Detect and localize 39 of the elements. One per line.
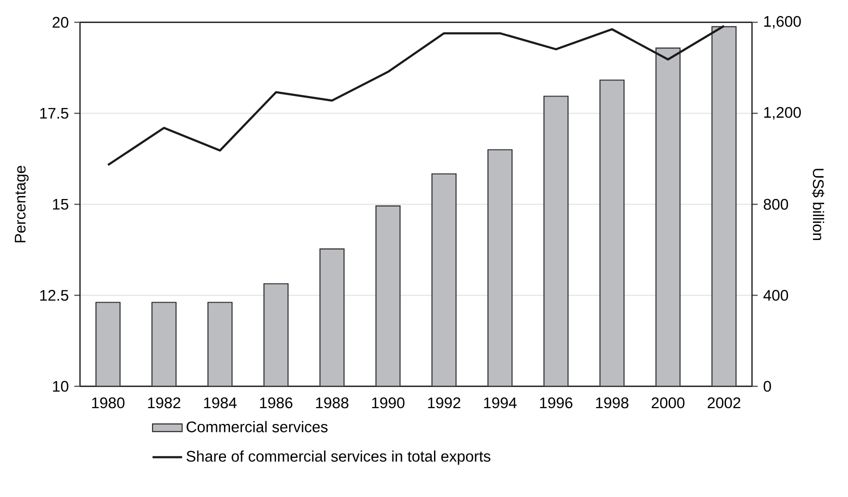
line-series xyxy=(106,24,726,166)
bar xyxy=(151,302,177,387)
x-tick-label: 1996 xyxy=(540,397,572,408)
bar xyxy=(487,149,513,387)
y2-tick-label: 0 xyxy=(764,380,771,392)
y2-tick-label: 1,200 xyxy=(764,107,801,120)
x-tick-label: 1980 xyxy=(92,397,124,408)
y-tick-label: 15 xyxy=(53,198,68,210)
x-tick-label: 1982 xyxy=(148,397,180,408)
bar xyxy=(655,48,681,387)
x-tick-label: 2002 xyxy=(708,397,740,408)
x-tick-label: 2000 xyxy=(652,397,684,408)
y-axis-title: Percentage xyxy=(14,166,29,242)
y2-axis-title: US$ billion xyxy=(812,168,824,240)
y-tick-label: 17.5 xyxy=(40,108,68,119)
bar xyxy=(543,96,569,387)
x-tick-label: 1984 xyxy=(204,397,237,408)
x-tick-label: 1994 xyxy=(484,397,517,408)
y2-tick-label: 400 xyxy=(763,290,788,301)
bar xyxy=(95,302,121,387)
x-tick-label: 1992 xyxy=(428,397,460,408)
bar xyxy=(711,26,737,387)
bar xyxy=(431,173,457,387)
x-tick-label: 1990 xyxy=(372,397,404,408)
y-tick-label: 12.5 xyxy=(40,290,68,301)
y-tick-label: 10 xyxy=(53,380,68,392)
y2-tick-label: 1,600 xyxy=(764,16,801,29)
legend-label: Commercial services xyxy=(186,421,328,432)
bar xyxy=(599,80,625,387)
y2-tick-label: 800 xyxy=(764,198,788,210)
x-tick-label: 1988 xyxy=(316,397,348,408)
legend-label: Share of commercial services in total exports xyxy=(186,450,490,465)
y-tick-label: 20 xyxy=(52,16,68,28)
x-tick-label: 1986 xyxy=(260,397,292,408)
bar xyxy=(319,248,345,387)
bar xyxy=(375,205,401,387)
x-tick-label: 1998 xyxy=(596,397,628,408)
bar xyxy=(263,283,289,387)
bar xyxy=(207,302,233,387)
